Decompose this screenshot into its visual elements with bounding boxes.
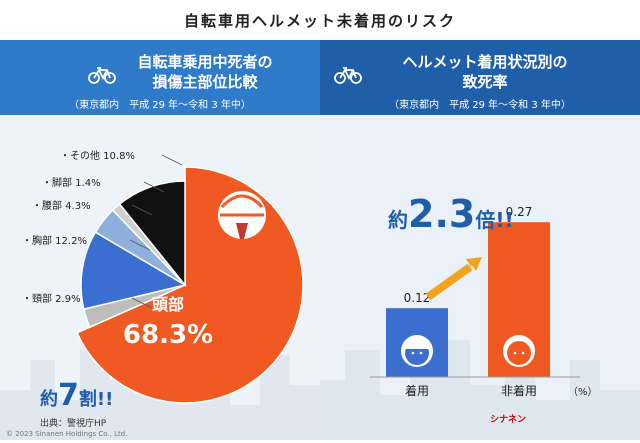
left-panel: 自転車乗用中死者の 損傷主部位比較 （東京都内 平成 29 年〜令和 3 年中）…: [0, 40, 320, 440]
copyright: © 2023 Sinanen Holdings Co., Ltd.: [6, 430, 128, 438]
helmet-face-icon: [401, 335, 433, 367]
unit-label: （%）: [568, 386, 598, 398]
pie-label-2: ・胸部 12.2%: [22, 234, 87, 247]
company-logo: シナネン: [490, 415, 527, 425]
bicycle-icon: [334, 67, 362, 84]
pie-chart: 頭部 68.3% ・その他 10.8% ・脚部 1.4% ・腰部 4.3% ・胸部 12.…: [22, 149, 304, 413]
city-skyline: [320, 340, 640, 440]
pie-leader-4: [143, 181, 165, 193]
right-heading-line1: ヘルメット着用状況別の: [402, 53, 568, 71]
left-panel-header: 自転車乗用中死者の 損傷主部位比較 （東京都内 平成 29 年〜令和 3 年中）: [0, 40, 320, 115]
pie-label-1: ・頸部 2.9%: [22, 292, 81, 305]
pie-leader-5: [161, 154, 183, 166]
left-panel-body: 頭部 68.3% ・その他 10.8% ・脚部 1.4% ・腰部 4.3% ・胸部 12.…: [0, 115, 320, 440]
pie-label-3: ・腰部 4.3%: [32, 199, 91, 212]
left-callout: 約7割!!: [40, 378, 113, 413]
right-callout: 約2.3倍!!: [388, 192, 514, 236]
source-note: 出典：警視庁HP: [40, 419, 107, 429]
right-panel-body: 0.12 着用 0.27 非着用 （%） 約2.3倍!!: [320, 115, 640, 440]
bicycle-icon: [88, 67, 116, 84]
bar-category-1: 非着用: [501, 383, 537, 398]
page-title: 自転車用ヘルメット未着用のリスク: [183, 12, 456, 30]
bar-value-0: 0.12: [404, 291, 431, 305]
pie-leader-2: [129, 239, 151, 251]
pie-leader-3: [131, 204, 153, 216]
right-panel-header: ヘルメット着用状況別の 致死率 （東京都内 平成 29 年〜令和 3 年中）: [320, 40, 640, 115]
face-icon: [503, 335, 535, 367]
right-panel: ヘルメット着用状況別の 致死率 （東京都内 平成 29 年〜令和 3 年中） 0…: [320, 40, 640, 440]
head-icon: [218, 191, 266, 239]
pie-label-4: ・脚部 1.4%: [42, 176, 101, 189]
pie-slice-2: [80, 231, 187, 311]
pie-label-5: ・その他 10.8%: [60, 149, 135, 162]
bar-chart: 0.12 着用 0.27 非着用 （%） 約2.3倍!!: [370, 192, 598, 398]
pie-label-name-0: 頭部: [152, 295, 184, 314]
left-subheading: （東京都内 平成 29 年〜令和 3 年中）: [69, 100, 251, 111]
pie-label-value-0: 68.3%: [123, 320, 213, 350]
right-subheading: （東京都内 平成 29 年〜令和 3 年中）: [389, 100, 571, 111]
right-heading-line2: 致死率: [462, 73, 508, 91]
left-heading: 自転車乗用中死者の 損傷主部位比較: [120, 52, 290, 92]
pie-leader-1: [131, 297, 153, 309]
bar-category-0: 着用: [405, 383, 429, 398]
bar-value-1: 0.27: [506, 205, 533, 219]
right-heading: ヘルメット着用状況別の 致死率: [370, 52, 600, 92]
left-heading-line1: 自転車乗用中死者の: [137, 53, 273, 71]
left-heading-line2: 損傷主部位比較: [152, 73, 258, 91]
